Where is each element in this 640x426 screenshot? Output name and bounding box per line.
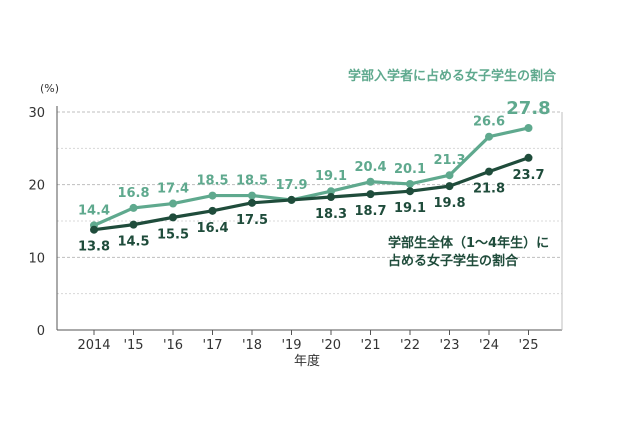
data-label: 13.8 (78, 240, 110, 255)
y-tick-label: 0 (37, 324, 45, 339)
data-label: 27.8 (506, 98, 550, 119)
y-unit-label: (%) (40, 82, 59, 95)
y-tick-label: 20 (28, 179, 45, 194)
x-tick-label: '25 (518, 338, 538, 353)
data-label: 14.5 (117, 235, 149, 250)
data-label: 20.4 (354, 160, 386, 175)
series-1-annotation: 学部入学者に占める女子学生の割合 (348, 68, 557, 84)
x-tick-label: '17 (202, 338, 222, 353)
data-label: 18.5 (196, 174, 228, 189)
data-point (327, 187, 335, 196)
x-tick-label: '22 (400, 338, 420, 353)
data-label: 21.8 (473, 182, 505, 197)
data-point (485, 132, 493, 141)
data-point (129, 203, 138, 212)
x-tick-label: 2014 (77, 338, 110, 353)
data-point (287, 195, 296, 204)
data-label: 26.6 (473, 115, 505, 130)
x-axis-label: 年度 (294, 353, 320, 369)
data-point (208, 206, 217, 215)
data-point (169, 213, 177, 222)
data-label: 19.8 (433, 196, 465, 211)
data-label: 20.1 (394, 162, 426, 177)
data-label: 21.3 (433, 153, 465, 168)
series-line-1 (93, 126, 529, 227)
series-2-annotation: 占める女子学生の割合 (388, 253, 519, 269)
data-point (248, 191, 256, 200)
data-point (90, 225, 98, 234)
x-tick-label: '19 (281, 338, 301, 353)
data-point (445, 171, 454, 180)
data-point (366, 177, 375, 186)
data-point (524, 153, 533, 162)
x-tick-label: '23 (439, 338, 459, 353)
data-point (445, 182, 454, 191)
data-label: 19.1 (315, 169, 347, 184)
y-tick-label: 10 (28, 251, 45, 266)
data-point (169, 199, 177, 208)
data-label: 19.1 (394, 201, 426, 216)
y-tick-label: 30 (28, 106, 45, 121)
data-label: 17.4 (157, 182, 189, 197)
data-point (208, 191, 217, 200)
data-point (129, 220, 138, 229)
data-point (406, 179, 414, 188)
data-point (327, 193, 335, 202)
data-label: 18.7 (354, 204, 386, 219)
data-point (485, 167, 493, 176)
x-tick-label: '20 (321, 338, 341, 353)
data-label: 15.5 (157, 227, 189, 242)
data-label: 17.9 (275, 178, 307, 193)
x-tick-label: '16 (163, 338, 183, 353)
x-tick-label: '15 (123, 338, 143, 353)
data-label: 17.5 (236, 213, 268, 228)
data-label: 18.3 (315, 207, 347, 222)
data-point (406, 187, 414, 196)
data-point (248, 198, 256, 207)
series-2-annotation: 学部生全体（1〜4年生）に (388, 235, 549, 251)
data-label: 23.7 (512, 168, 544, 183)
data-label: 16.8 (117, 186, 149, 201)
x-tick-label: '18 (242, 338, 262, 353)
data-label: 14.4 (78, 203, 110, 218)
x-tick-label: '24 (479, 338, 499, 353)
data-label: 16.4 (196, 221, 228, 236)
data-point (366, 190, 375, 199)
data-label: 18.5 (236, 174, 268, 189)
series-line-2 (93, 156, 530, 232)
x-tick-label: '21 (360, 338, 380, 353)
data-point (524, 123, 533, 132)
